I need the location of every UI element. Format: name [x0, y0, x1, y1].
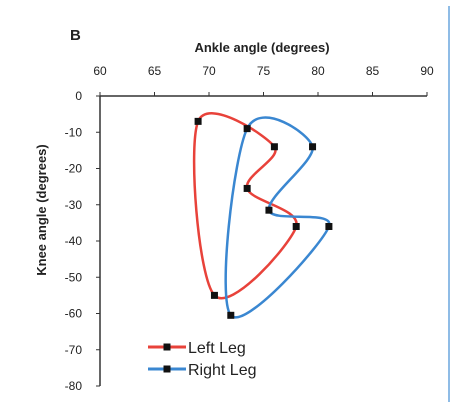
- y-tick-label: -10: [65, 125, 83, 139]
- legend-label-left-leg: Left Leg: [188, 340, 246, 357]
- y-tick-label: -80: [65, 379, 83, 393]
- x-tick-label: 80: [311, 64, 325, 78]
- x-tick-label: 85: [366, 64, 380, 78]
- left-leg-point: [210, 291, 218, 299]
- legend: Left Leg Right Leg: [148, 340, 257, 379]
- x-tick-label: 60: [93, 64, 107, 78]
- left-leg-point: [292, 223, 300, 230]
- legend-label-right-leg: Right Leg: [188, 362, 257, 379]
- y-tick-label: -60: [65, 307, 83, 321]
- axes-group: 60 65 70 75 80 85 90 0 -10 -20 -30 -40 -50 -60 -70 -80: [65, 64, 434, 393]
- y-tick-label: -70: [65, 343, 83, 357]
- series-layer: [192, 112, 333, 319]
- right-leg-point: [243, 125, 251, 133]
- panel-letter: B: [70, 27, 81, 44]
- left-leg-line: [192, 112, 298, 300]
- x-tick-label: 70: [202, 64, 216, 78]
- right-leg-point: [325, 223, 333, 230]
- legend-item-left-leg: Left Leg: [148, 340, 246, 357]
- x-axis-title: Ankle angle (degrees): [194, 40, 329, 55]
- y-tick-label: -30: [65, 198, 83, 212]
- y-tick-label: -40: [65, 234, 83, 248]
- legend-swatch-marker: [163, 365, 171, 373]
- left-leg-point: [243, 184, 251, 192]
- legend-swatch-marker: [163, 343, 171, 351]
- left-leg-series: [192, 112, 300, 300]
- y-axis-title: Knee angle (degrees): [34, 144, 49, 276]
- right-leg-point: [265, 206, 273, 214]
- x-tick-label: 65: [148, 64, 162, 78]
- x-tick-label: 90: [420, 64, 434, 78]
- y-tick-label: -20: [65, 162, 83, 176]
- y-tick-label: 0: [75, 89, 82, 103]
- y-tick-label: -50: [65, 270, 83, 284]
- right-leg-point: [227, 311, 235, 319]
- legend-item-right-leg: Right Leg: [148, 362, 257, 379]
- x-tick-label: 75: [257, 64, 271, 78]
- right-leg-series: [224, 116, 333, 319]
- left-leg-point: [270, 143, 278, 151]
- left-leg-point: [194, 117, 202, 125]
- right-leg-point: [309, 143, 317, 151]
